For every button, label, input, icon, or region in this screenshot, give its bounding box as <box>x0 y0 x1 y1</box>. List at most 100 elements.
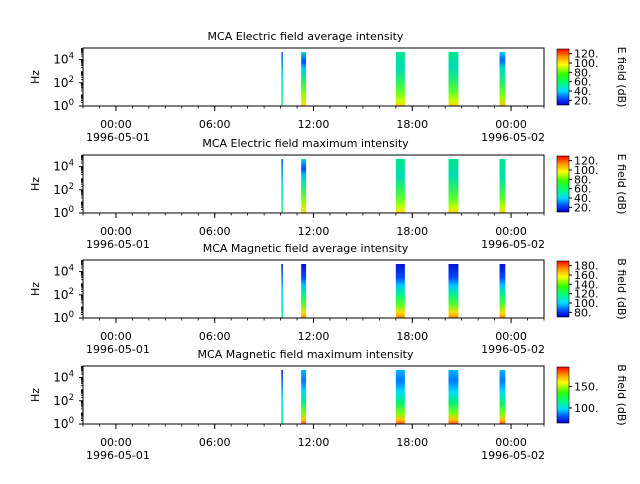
colorbar-tick-label: 100. <box>574 164 599 177</box>
colorbar-tick-label: 20. <box>574 201 592 214</box>
x-tick-label: 00:00 <box>100 330 132 343</box>
data-segment <box>395 370 405 424</box>
x-tick-label: 00:00 <box>495 330 527 343</box>
colorbar-gradient <box>557 367 569 423</box>
data-segment <box>499 370 506 424</box>
y-tick-label: 104 <box>53 370 74 385</box>
colorbar-gradient <box>557 156 569 212</box>
x-date-label: 1996-05-01 <box>86 343 150 356</box>
x-tick-label: 12:00 <box>298 225 330 238</box>
x-date-label: 1996-05-02 <box>481 343 545 356</box>
data-segment <box>499 264 506 318</box>
data-segment <box>499 52 506 106</box>
colorbar-frame <box>556 260 570 318</box>
y-axis-label: Hz <box>29 177 42 191</box>
data-segment <box>281 370 283 424</box>
colorbar-tick-label: 120. <box>574 48 599 61</box>
colorbar: 20.40.60.80.100.120. E field (dB) <box>556 47 628 108</box>
colorbar: 20.40.60.80.100.120. E field (dB) <box>556 154 628 214</box>
x-tick-label: 00:00 <box>495 225 527 238</box>
x-tick-label: 18:00 <box>396 436 428 449</box>
x-tick-label: 06:00 <box>199 118 231 131</box>
panel-3: MCA Magnetic field average intensity 100 1… <box>29 242 628 356</box>
x-date-label: 1996-05-01 <box>86 449 150 462</box>
colorbar-tick-label: 180. <box>574 260 599 273</box>
colorbar-tick-label: 160. <box>574 269 599 282</box>
colorbar: 100. 150. B field (dB) <box>556 364 628 426</box>
x-tick-label: 06:00 <box>199 330 231 343</box>
x-tick-label: 00:00 <box>100 225 132 238</box>
x-tick-label: 00:00 <box>100 436 132 449</box>
colorbar-tick-label: 120. <box>574 155 599 168</box>
data-segment <box>301 264 307 318</box>
x-tick-label: 00:00 <box>100 118 132 131</box>
x-tick-label: 00:00 <box>495 436 527 449</box>
colorbar-frame <box>556 155 570 213</box>
x-tick-label: 12:00 <box>298 118 330 131</box>
data-segment <box>301 370 307 424</box>
y-tick-label: 102 <box>53 287 74 302</box>
colorbar-tick-label: 120. <box>574 288 599 301</box>
panel-2: MCA Electric field maximum intensity 100 1… <box>29 137 628 251</box>
y-axis-label: Hz <box>29 70 42 84</box>
data-segment <box>281 52 283 106</box>
colorbar-label: E field (dB) <box>615 47 628 108</box>
colorbar-tick-label: 60. <box>574 183 592 196</box>
x-tick-label: 12:00 <box>298 330 330 343</box>
colorbar-tick-label: 60. <box>574 76 592 89</box>
colorbar-tick-label: 100. <box>574 402 599 415</box>
y-tick-label: 100 <box>53 310 74 325</box>
colorbar-label: B field (dB) <box>615 364 628 425</box>
y-tick-label: 104 <box>53 264 74 279</box>
y-tick-label: 104 <box>53 159 74 174</box>
colorbar-tick-label: 150. <box>574 380 599 393</box>
colorbar-tick-label: 40. <box>574 192 592 205</box>
y-axis-label: Hz <box>29 388 42 402</box>
data-segment <box>281 264 283 318</box>
colorbar-tick-label: 100. <box>574 297 599 310</box>
colorbar-label: B field (dB) <box>615 258 628 319</box>
y-axis-label: Hz <box>29 282 42 296</box>
data-segment <box>301 159 307 213</box>
panel-title: MCA Electric field average intensity <box>208 30 404 43</box>
data-segment <box>499 159 506 213</box>
data-segment <box>448 52 459 106</box>
x-tick-label: 06:00 <box>199 225 231 238</box>
panel-title: MCA Electric field maximum intensity <box>202 137 409 150</box>
plot-frame <box>82 47 545 107</box>
data-segment <box>448 370 459 424</box>
x-tick-label: 06:00 <box>199 436 231 449</box>
colorbar-frame <box>556 366 570 424</box>
data-segment <box>395 159 405 213</box>
x-date-label: 1996-05-01 <box>86 238 150 251</box>
x-date-label: 1996-05-02 <box>481 131 545 144</box>
x-tick-label: 18:00 <box>396 225 428 238</box>
data-segment <box>395 52 405 106</box>
plot-frame <box>82 154 545 214</box>
colorbar-gradient <box>557 49 569 105</box>
colorbar-tick-label: 100. <box>574 57 599 70</box>
colorbar-gradient <box>557 261 569 317</box>
x-date-label: 1996-05-02 <box>481 449 545 462</box>
panel-1: MCA Electric field average intensity 100 1… <box>29 30 628 144</box>
x-tick-label: 18:00 <box>396 330 428 343</box>
colorbar-tick-label: 80. <box>574 66 592 79</box>
panel-4: MCA Magnetic field maximum intensity 100 1… <box>29 348 628 462</box>
colorbar-tick-label: 140. <box>574 278 599 291</box>
data-segment <box>301 52 307 106</box>
colorbar-tick-label: 20. <box>574 94 592 107</box>
x-date-label: 1996-05-02 <box>481 238 545 251</box>
data-segment <box>281 159 283 213</box>
colorbar-tick-label: 80. <box>574 173 592 186</box>
colorbar-tick-label: 80. <box>574 306 592 319</box>
y-tick-label: 100 <box>53 416 74 431</box>
x-tick-label: 18:00 <box>396 118 428 131</box>
y-tick-label: 104 <box>53 52 74 67</box>
y-tick-label: 100 <box>53 205 74 220</box>
x-date-label: 1996-05-01 <box>86 131 150 144</box>
data-segment <box>395 264 405 318</box>
plot-frame <box>82 365 545 425</box>
colorbar-tick-label: 40. <box>574 85 592 98</box>
colorbar-frame <box>556 48 570 106</box>
